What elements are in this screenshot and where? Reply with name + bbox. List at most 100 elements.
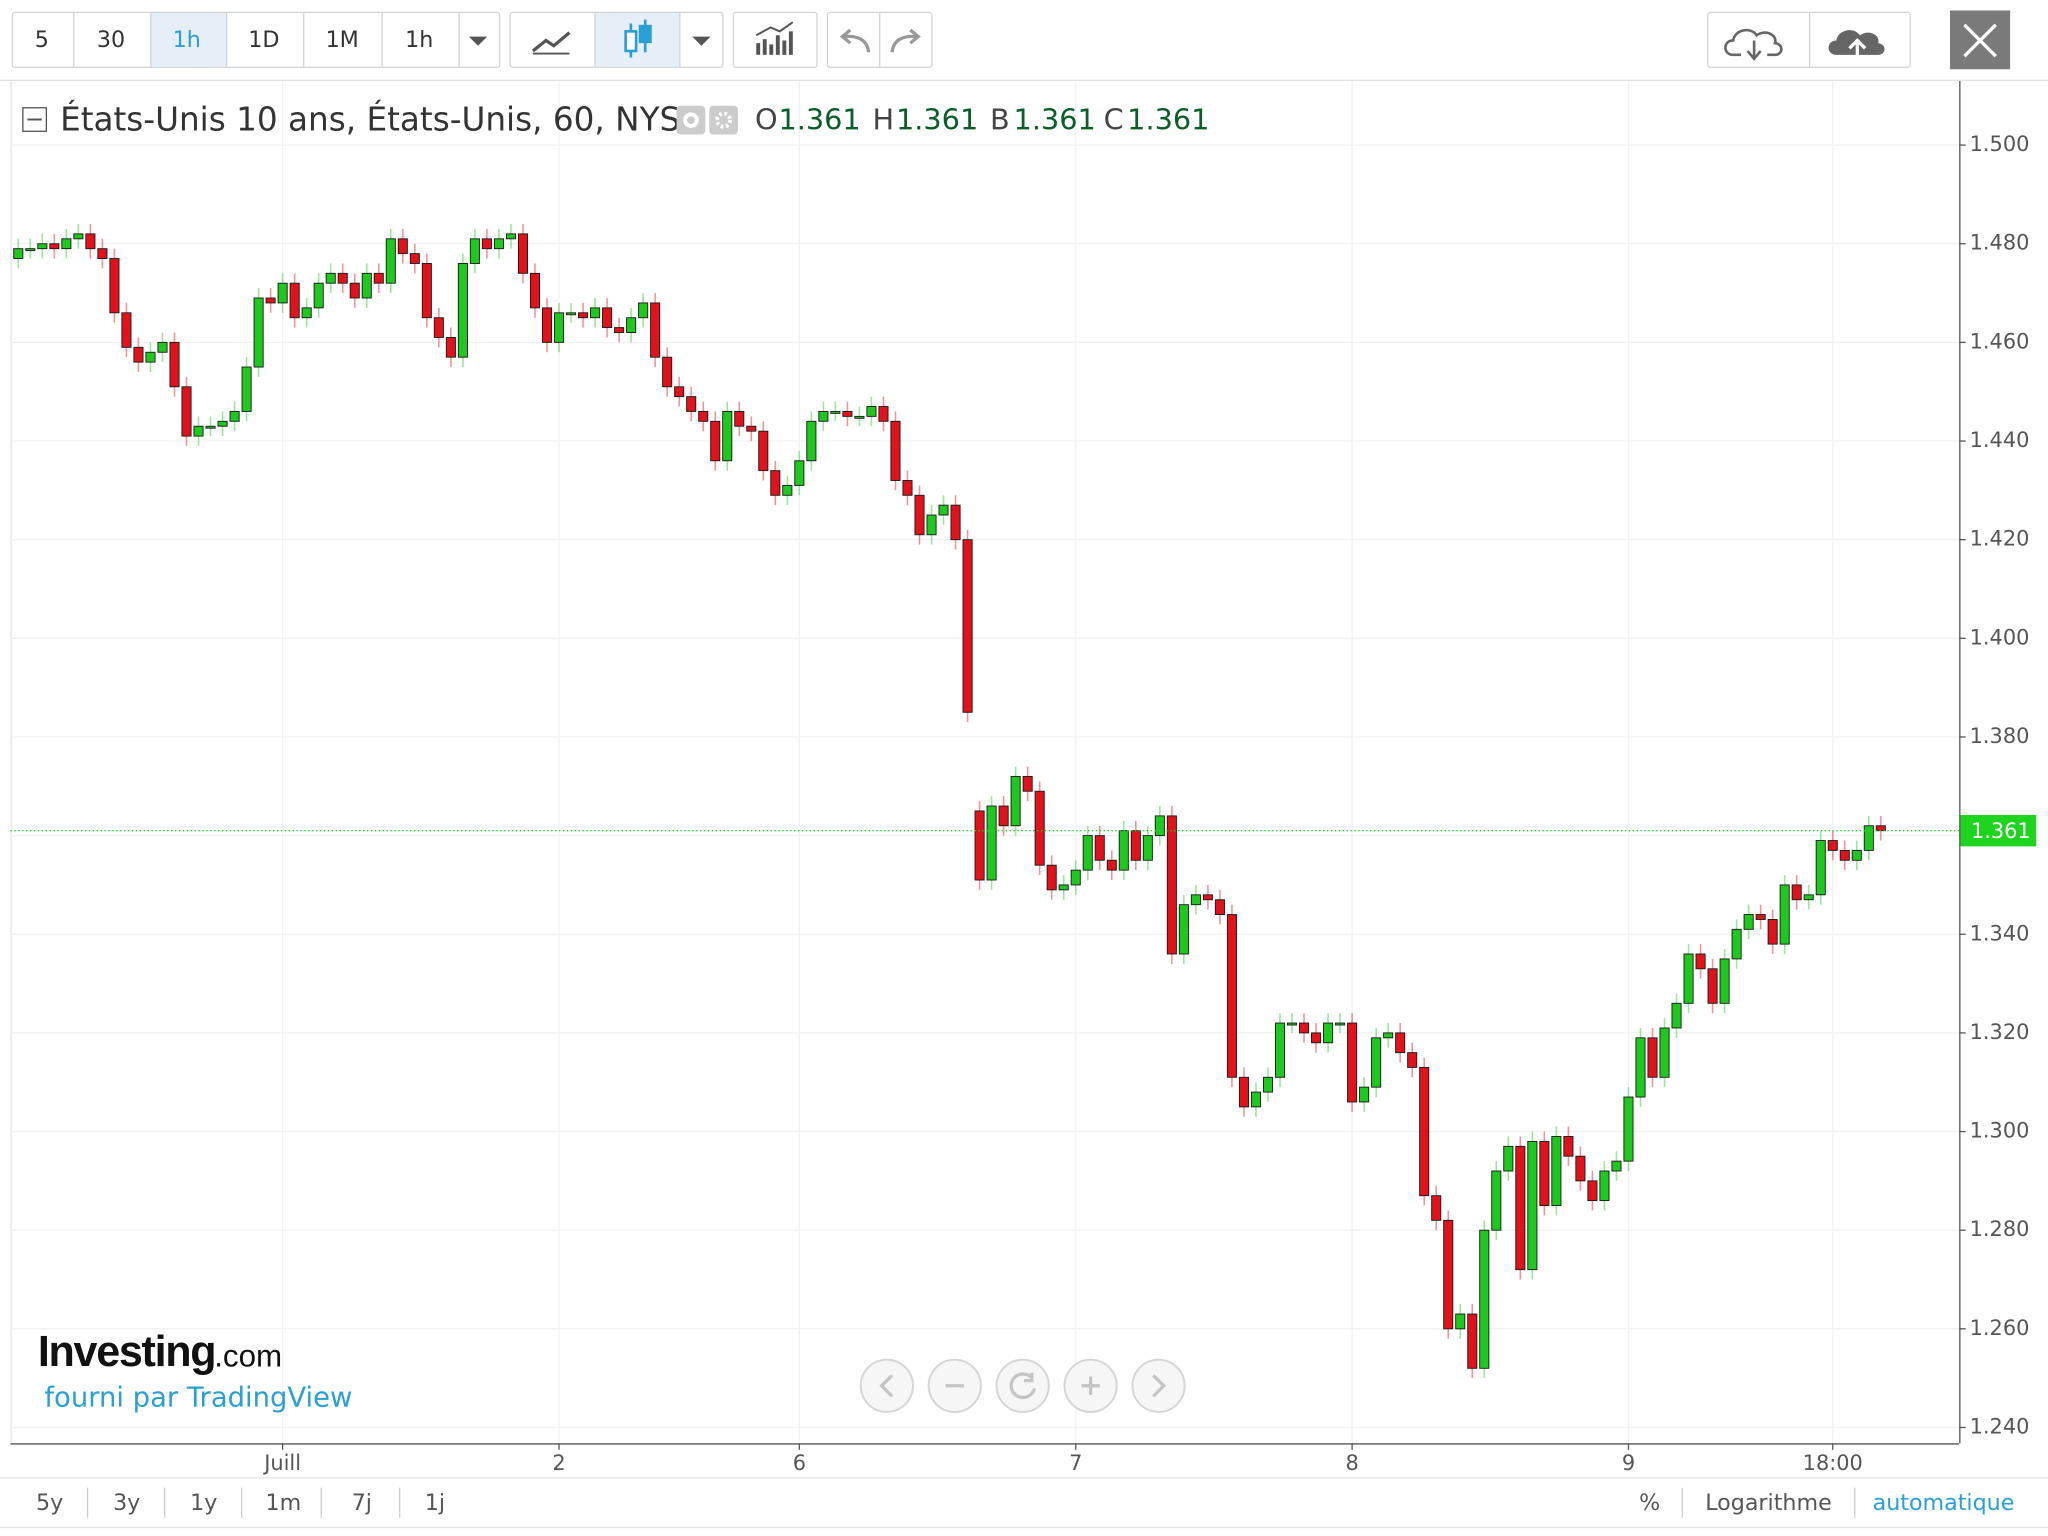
candle-body (505, 233, 516, 240)
footer: 5y 3y 1y 1m 7j 1j% Logarithme automatique (36, 1487, 2015, 1518)
candle-body (890, 420, 901, 481)
candle-body (241, 366, 252, 412)
candle-body (1070, 869, 1081, 886)
scale-option[interactable]: % (1639, 1490, 1660, 1516)
candle-body (97, 248, 108, 259)
candle-body (1755, 914, 1766, 920)
candle-body (61, 238, 72, 250)
y-tick-label: 1.260 (1970, 1316, 2030, 1340)
ohlc-letter: H (872, 102, 894, 136)
y-tick-label: 1.280 (1970, 1217, 2030, 1241)
candle-body (457, 263, 468, 358)
candle-body (253, 297, 264, 368)
candle-body (1779, 884, 1790, 945)
candle-body (1214, 899, 1225, 915)
interval-button[interactable]: 1D (248, 27, 279, 53)
candle-body (1707, 968, 1718, 1004)
candle-body (1791, 884, 1802, 901)
download-icon[interactable] (1724, 28, 1783, 57)
candle-body (782, 484, 793, 496)
scroll-left[interactable] (859, 1358, 914, 1413)
range-button[interactable]: 5y (36, 1490, 63, 1516)
y-tick-label: 1.420 (1970, 527, 2030, 551)
candle-body (157, 341, 168, 353)
scale-option[interactable]: automatique (1873, 1490, 2015, 1516)
candle-body (602, 307, 613, 329)
range-button[interactable]: 1y (190, 1490, 217, 1516)
scale-option[interactable]: Logarithme (1705, 1490, 1832, 1516)
candle-body (590, 307, 601, 319)
candle-icon[interactable] (624, 19, 652, 58)
interval-button[interactable]: 1h (405, 27, 433, 53)
candle-body (433, 317, 444, 338)
dividers (73, 13, 460, 67)
legend-icons (676, 105, 738, 135)
candle-body (289, 282, 300, 319)
candle-body (217, 420, 228, 427)
dropdown-arrow[interactable] (692, 36, 711, 46)
candle-body (1046, 864, 1057, 891)
candle-body (517, 233, 528, 274)
active-interval-bg (151, 13, 226, 67)
candle-body (854, 415, 865, 419)
candle-body (1851, 849, 1862, 861)
dropdown-arrow[interactable] (468, 36, 488, 46)
candle-body (73, 233, 84, 240)
candle-body (1815, 840, 1826, 896)
candle-body (662, 356, 673, 388)
candle-body (49, 243, 60, 250)
candle-body (1094, 835, 1105, 861)
range-button[interactable]: 3y (113, 1490, 140, 1516)
redo-icon[interactable] (890, 28, 921, 53)
candle-body (37, 243, 48, 250)
candle-body (85, 233, 96, 250)
candle-body (1839, 849, 1850, 861)
candle-body (698, 410, 709, 422)
candle-body (1647, 1037, 1658, 1078)
undo-icon[interactable] (839, 28, 871, 53)
candle-body (1407, 1052, 1418, 1068)
range-button[interactable]: 1m (266, 1490, 302, 1516)
range-button[interactable]: 7j (352, 1490, 372, 1516)
interval-button[interactable]: 1M (326, 27, 359, 53)
candle-body (926, 514, 937, 536)
y-tick-label: 1.400 (1970, 625, 2030, 649)
candle-body (686, 396, 697, 412)
scroll-right[interactable] (1131, 1358, 1186, 1413)
last-price-label: 1.361 (1971, 819, 2031, 843)
y-tick-label: 1.460 (1970, 329, 2030, 353)
reset[interactable] (995, 1358, 1050, 1413)
candle-body (1262, 1076, 1274, 1093)
candle-body (1034, 790, 1045, 866)
y-tick-label: 1.300 (1970, 1119, 2030, 1143)
candle-body (1731, 928, 1742, 960)
candle-body (1479, 1229, 1490, 1369)
candle-body (301, 307, 312, 319)
x-tick-label: 2 (552, 1451, 565, 1475)
ohlc-letter: C (1104, 102, 1124, 136)
x-tick-label: 7 (1069, 1451, 1082, 1475)
line-chart-icon[interactable] (531, 31, 571, 53)
last-price-box (1960, 815, 2037, 847)
candle-body (313, 282, 324, 309)
candle-body (481, 238, 492, 250)
candle-body (1803, 894, 1814, 901)
interval-button[interactable]: 5 (35, 27, 49, 53)
x-tick-label: 8 (1345, 1451, 1358, 1475)
candle-body (758, 430, 769, 472)
logo-suffix: .com (214, 1339, 282, 1374)
y-tick-label: 1.480 (1970, 231, 2030, 255)
candle-body (277, 282, 288, 304)
indicators-button[interactable] (732, 11, 818, 68)
toolbar: 5 30 1h 1D 1M 1h (0, 10, 2048, 81)
candle-body (710, 420, 721, 462)
interval-button[interactable]: 1h (173, 27, 201, 53)
range-button[interactable]: 1j (425, 1490, 445, 1516)
candle-body (1515, 1145, 1526, 1271)
candle-body (469, 238, 480, 264)
interval-button[interactable]: 30 (97, 27, 125, 53)
candle-body (638, 302, 649, 319)
